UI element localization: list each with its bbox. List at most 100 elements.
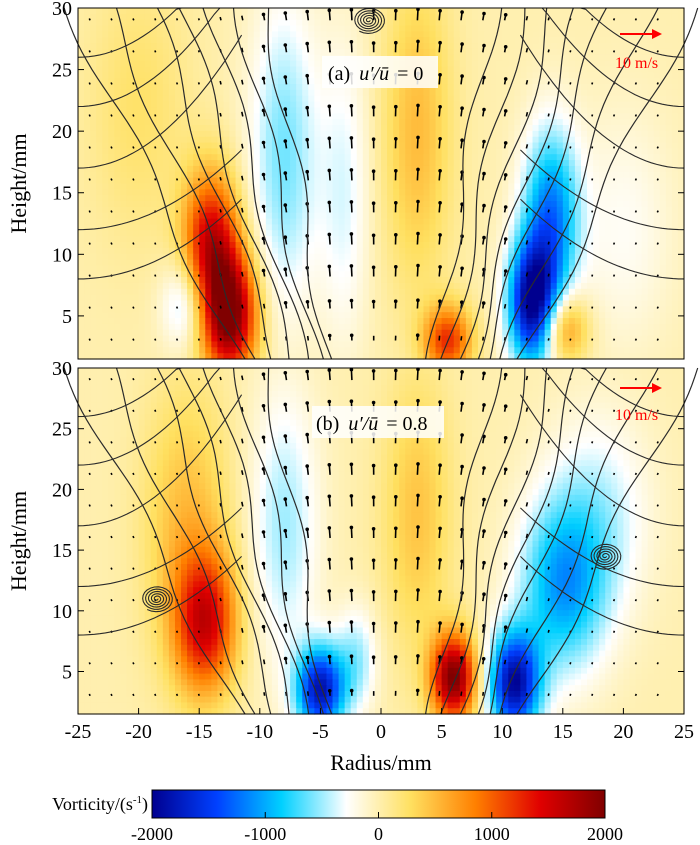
vorticity-cell (168, 259, 176, 266)
vorticity-cell (459, 84, 467, 91)
vorticity-cell (162, 31, 170, 38)
vorticity-cell (362, 31, 370, 38)
vorticity-cell (514, 54, 521, 62)
vorticity-cell (550, 43, 558, 50)
vorticity-cell (296, 247, 303, 255)
vorticity-cell (247, 37, 255, 44)
vorticity-cell (405, 218, 412, 226)
vorticity-cell (302, 247, 309, 255)
vorticity-cell (435, 43, 443, 50)
vorticity-cell (429, 95, 437, 103)
vorticity-cell (520, 277, 528, 284)
vorticity-cell (381, 224, 388, 231)
vorticity-cell (399, 95, 406, 103)
vorticity-cell (259, 25, 267, 32)
vorticity-cell (641, 37, 649, 44)
vorticity-cell (484, 119, 491, 126)
vorticity-cell (580, 78, 588, 85)
vorticity-cell (508, 171, 515, 179)
vorticity-cell (387, 107, 394, 114)
vorticity-cell (599, 13, 606, 21)
vorticity-cell (350, 288, 358, 296)
vorticity-cell (665, 136, 673, 144)
vorticity-cell (665, 154, 673, 161)
vorticity-cell (641, 154, 649, 161)
vorticity-cell (96, 201, 103, 208)
vorticity-cell (435, 107, 443, 114)
vorticity-cell (665, 25, 673, 32)
vorticity-cell (205, 37, 212, 44)
vorticity-cell (556, 107, 564, 114)
vorticity-cell (520, 271, 528, 278)
vorticity-cell (277, 247, 285, 255)
vorticity-cell (126, 206, 134, 214)
vorticity-cell (78, 136, 85, 144)
vorticity-cell (223, 19, 231, 27)
vorticity-cell (326, 247, 334, 255)
vorticity-cell (665, 95, 673, 103)
vorticity-cell (174, 89, 182, 97)
vorticity-cell (393, 277, 400, 284)
vorticity-cell (302, 259, 309, 266)
vorticity-cell (235, 66, 243, 73)
vorticity-cell (217, 84, 225, 91)
vorticity-cell (368, 160, 376, 167)
vorticity-cell (477, 19, 485, 27)
vorticity-cell (677, 265, 685, 272)
vorticity-cell (314, 195, 321, 202)
vorticity-cell (156, 107, 164, 114)
vorticity-cell (677, 288, 685, 296)
vorticity-cell (138, 253, 146, 261)
vorticity-cell (132, 206, 140, 214)
vorticity-cell (284, 78, 291, 85)
vorticity-cell (235, 148, 243, 155)
vorticity-cell (623, 171, 631, 179)
vorticity-cell (477, 89, 485, 97)
vorticity-cell (247, 84, 255, 91)
vorticity-cell (78, 43, 85, 50)
vorticity-cell (205, 230, 212, 237)
vorticity-cell (108, 288, 115, 296)
vorticity-cell (623, 224, 631, 231)
vorticity-cell (611, 95, 618, 103)
vorticity-cell (508, 142, 515, 149)
vorticity-cell (168, 265, 176, 272)
vorticity-cell (411, 265, 418, 272)
vorticity-cell (441, 72, 449, 79)
vorticity-cell (435, 236, 443, 243)
vorticity-cell (629, 95, 637, 103)
vorticity-cell (477, 201, 485, 208)
vorticity-cell (526, 265, 534, 272)
vorticity-cell (647, 142, 655, 149)
vorticity-cell (108, 43, 115, 50)
vorticity-cell (508, 25, 515, 32)
vorticity-cell (526, 236, 534, 243)
vorticity-cell (580, 247, 588, 255)
vorticity-cell (593, 189, 600, 196)
vorticity-cell (641, 253, 649, 261)
vorticity-cell (290, 13, 297, 21)
vorticity-cell (544, 277, 552, 284)
vorticity-cell (496, 8, 503, 15)
vorticity-cell (484, 113, 491, 120)
vorticity-cell (314, 236, 321, 243)
vorticity-cell (635, 125, 643, 132)
vorticity-cell (217, 43, 225, 50)
vorticity-cell (550, 8, 558, 15)
vorticity-cell (441, 282, 449, 290)
vorticity-cell (126, 25, 134, 32)
vorticity-cell (453, 242, 461, 249)
vorticity-cell (120, 142, 128, 149)
vorticity-cell (259, 48, 267, 56)
vorticity-cell (568, 89, 576, 97)
vorticity-cell (671, 113, 679, 120)
vorticity-cell (362, 265, 370, 272)
vorticity-cell (629, 171, 637, 179)
vorticity-cell (277, 89, 285, 97)
vorticity-cell (471, 31, 479, 38)
vorticity-cell (629, 107, 637, 114)
vorticity-cell (150, 212, 158, 220)
vorticity-cell (659, 136, 667, 144)
vorticity-cell (368, 294, 376, 302)
vorticity-cell (126, 230, 134, 237)
